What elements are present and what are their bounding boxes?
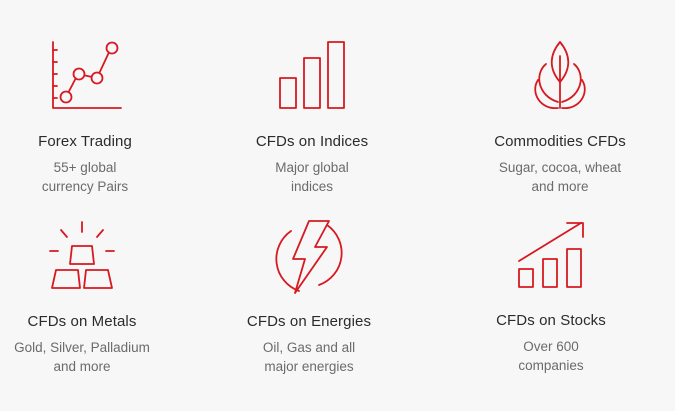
card-description: 55+ global currency Pairs [0,158,185,196]
gold-bars-icon [46,220,118,292]
card-description: Oil, Gas and all major energies [209,338,409,376]
card-cfds-indices[interactable]: CFDs on Indices Major global indices [212,0,412,205]
card-title: Commodities CFDs [494,133,626,150]
lightning-bolt-icon [269,217,349,297]
desc-line: 55+ global [53,160,117,175]
card-cfds-stocks[interactable]: CFDs on Stocks Over 600 companies [451,205,651,410]
card-commodities[interactable]: Commodities CFDs Sugar, cocoa, wheat and… [460,0,660,205]
desc-line: Sugar, cocoa, wheat [498,160,622,175]
card-title: CFDs on Stocks [496,312,606,329]
leaf-plant-icon [524,40,596,112]
card-cfds-energies[interactable]: CFDs on Energies Oil, Gas and all major … [209,205,409,410]
card-description: Major global indices [212,158,412,196]
desc-line: and more [53,359,111,374]
bar-chart-icon [276,40,348,112]
card-cfds-metals[interactable]: CFDs on Metals Gold, Silver, Palladium a… [0,205,182,410]
desc-line: companies [518,358,584,373]
desc-line: Over 600 [523,339,579,354]
line-chart-icon [49,40,122,112]
card-title: CFDs on Indices [255,133,369,150]
desc-line: currency Pairs [41,179,129,194]
card-title: CFDs on Metals [27,313,137,330]
card-forex-trading[interactable]: Forex Trading 55+ global currency Pairs [0,0,185,205]
stocks-growth-icon [515,219,587,291]
card-title: Forex Trading [38,133,132,150]
card-title: CFDs on Energies [246,313,372,330]
card-description: Over 600 companies [451,337,651,375]
desc-line: major energies [264,359,354,374]
desc-line: indices [290,179,334,194]
desc-line: and more [531,179,589,194]
desc-line: Oil, Gas and all [262,340,356,355]
desc-line: Major global [275,160,349,175]
card-description: Sugar, cocoa, wheat and more [460,158,660,196]
desc-line: Gold, Silver, Palladium [14,340,150,355]
card-description: Gold, Silver, Palladium and more [0,338,182,376]
